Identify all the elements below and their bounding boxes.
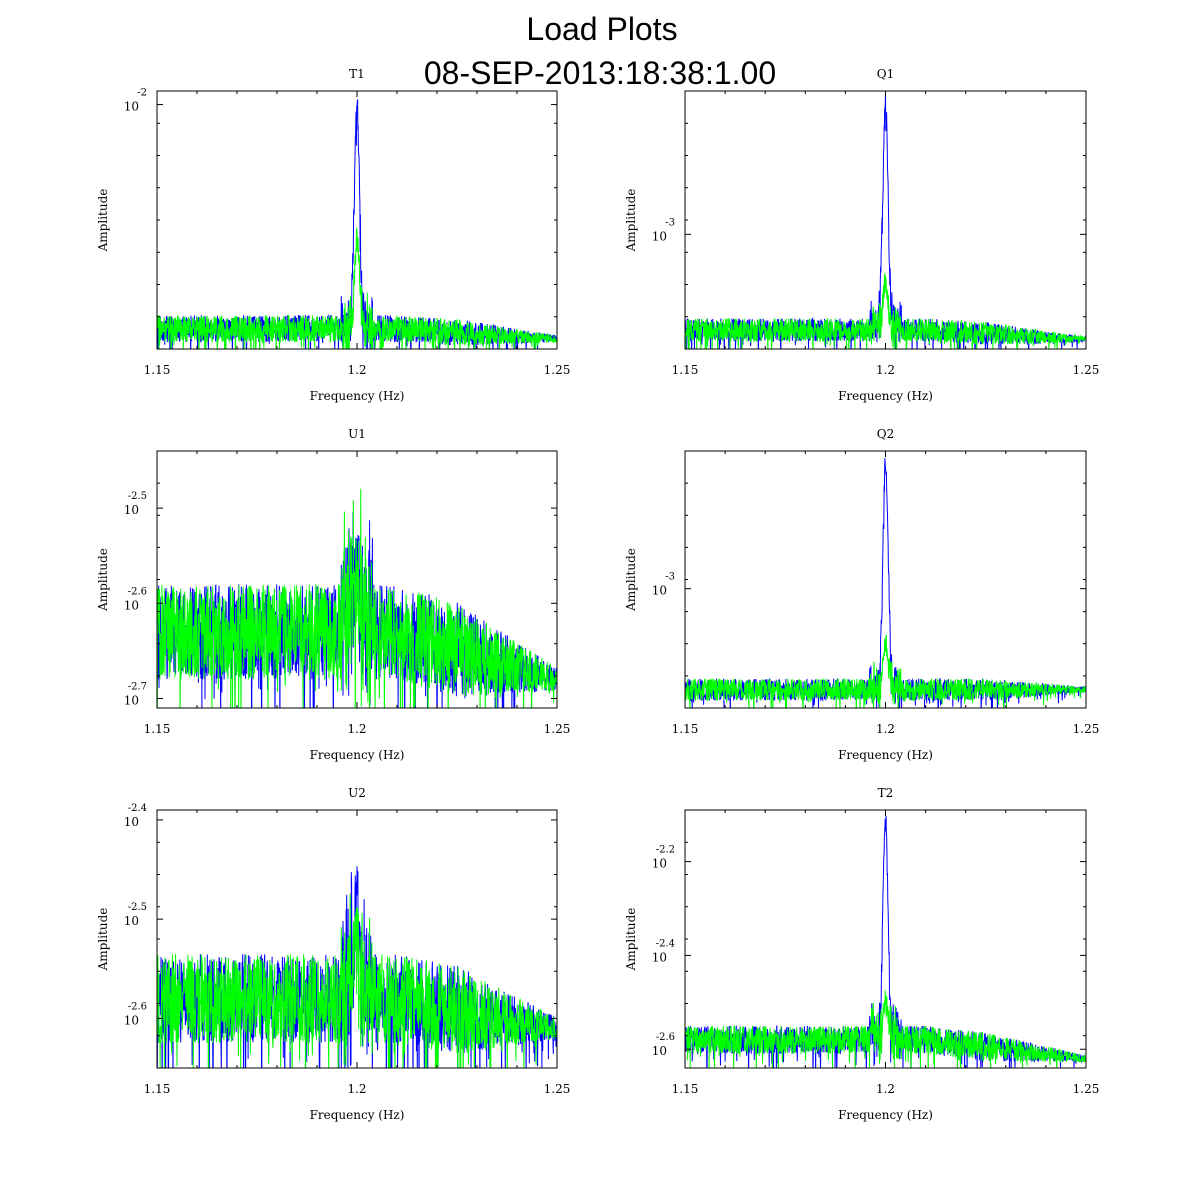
y-tick-base: 10	[124, 598, 139, 612]
y-tick-exponent: -2.7	[128, 681, 147, 692]
series-group	[685, 815, 1086, 1068]
y-tick-base: 10	[652, 857, 667, 871]
series-line-green	[157, 894, 557, 1068]
x-tick-label: 1.15	[672, 363, 699, 377]
x-tick-label: 1.2	[876, 1082, 895, 1096]
x-tick-label: 1.2	[347, 1082, 366, 1096]
series-group	[157, 866, 557, 1068]
chart-panel-u2: 1.15 1.2 1.2510-2.410-2.510-2.6U2Frequency…	[96, 786, 571, 1122]
y-axis-label: Amplitude	[624, 189, 638, 253]
chart-panel-t2: 1.15 1.2 1.2510-2.210-2.410-2.6T2Frequency…	[624, 786, 1099, 1122]
x-tick-label: 1.25	[1073, 363, 1100, 377]
series-group	[157, 488, 557, 708]
chart-panel-q2: 1.15 1.2 1.25 10-3 Q2 Frequency (Hz) Amplitude	[624, 427, 1099, 762]
series-line-green	[685, 990, 1086, 1068]
x-tick-label: 1.2	[876, 363, 895, 377]
y-axis-label: Amplitude	[96, 548, 110, 612]
x-tick-label: 1.25	[1073, 1082, 1100, 1096]
x-axis-label: Frequency (Hz)	[838, 389, 933, 403]
y-tick-exponent: -2.5	[128, 491, 147, 502]
x-axis-label: Frequency (Hz)	[838, 1108, 933, 1122]
y-tick-base: 10	[652, 229, 667, 243]
panel-title: Q2	[877, 427, 894, 441]
y-tick-base: 10	[652, 1044, 667, 1058]
series-line-green	[685, 634, 1086, 708]
y-tick-exponent: -2.2	[656, 845, 675, 856]
x-tick-label: 1.15	[672, 722, 699, 736]
chart-panel-u1: 1.15 1.2 1.2510-2.510-2.610-2.7U1Frequency…	[96, 427, 571, 762]
figure-title: Load Plots	[526, 11, 677, 47]
series-line-green	[157, 227, 557, 349]
y-tick-base: 10	[652, 584, 667, 598]
series-line-green	[157, 488, 557, 708]
y-tick-exponent: -2.6	[128, 586, 147, 597]
y-axis-label: Amplitude	[624, 908, 638, 972]
panel-title: T1	[349, 67, 365, 81]
x-tick-label: 1.15	[144, 363, 171, 377]
series-group	[685, 457, 1086, 708]
y-axis-label: Amplitude	[96, 908, 110, 972]
panel-title: T2	[878, 786, 894, 800]
y-tick-exponent: -2.6	[656, 1032, 675, 1043]
x-tick-label: 1.25	[544, 363, 571, 377]
series-group	[157, 99, 557, 349]
y-tick-exponent: -2.4	[128, 803, 147, 814]
y-tick-base: 10	[124, 815, 139, 829]
y-tick-base: 10	[124, 1013, 139, 1027]
x-tick-label: 1.25	[544, 722, 571, 736]
x-tick-label: 1.2	[876, 722, 895, 736]
y-tick-exponent: -2.4	[656, 938, 675, 949]
x-axis-label: Frequency (Hz)	[838, 748, 933, 762]
y-tick-exponent: -2.5	[128, 902, 147, 913]
x-tick-label: 1.15	[144, 722, 171, 736]
x-tick-label: 1.15	[672, 1082, 699, 1096]
y-tick-exponent: -2.6	[128, 1001, 147, 1012]
y-tick-exponent: -2	[137, 88, 147, 99]
series-line-blue	[157, 866, 557, 1068]
x-tick-label: 1.15	[144, 1082, 171, 1096]
y-axis-label: Amplitude	[624, 548, 638, 612]
x-tick-label: 1.25	[1073, 722, 1100, 736]
chart-panel-q1: 1.15 1.2 1.25 10-3 Q1 Frequency (Hz) Amplitude	[624, 67, 1099, 403]
y-tick-exponent: -3	[665, 217, 675, 228]
series-line-green	[685, 273, 1086, 349]
panel-title: U1	[348, 427, 366, 441]
x-tick-label: 1.2	[347, 363, 366, 377]
y-tick-base: 10	[124, 100, 139, 114]
x-tick-label: 1.25	[544, 1082, 571, 1096]
x-axis-label: Frequency (Hz)	[310, 748, 405, 762]
y-tick-exponent: -3	[665, 572, 675, 583]
y-axis-label: Amplitude	[96, 189, 110, 253]
y-tick-base: 10	[652, 950, 667, 964]
x-tick-label: 1.2	[347, 722, 366, 736]
x-axis-label: Frequency (Hz)	[310, 389, 405, 403]
y-tick-base: 10	[124, 503, 139, 517]
panel-title: Q1	[877, 67, 894, 81]
x-axis-label: Frequency (Hz)	[310, 1108, 405, 1122]
chart-panel-t1: 1.15 1.2 1.25 10-2 T1 Frequency (Hz) Amplitude	[96, 67, 570, 403]
y-tick-base: 10	[124, 693, 139, 707]
figure-subtitle: 08-SEP-2013:18:38:1.00	[424, 55, 776, 91]
panel-title: U2	[348, 786, 366, 800]
y-tick-base: 10	[124, 914, 139, 928]
